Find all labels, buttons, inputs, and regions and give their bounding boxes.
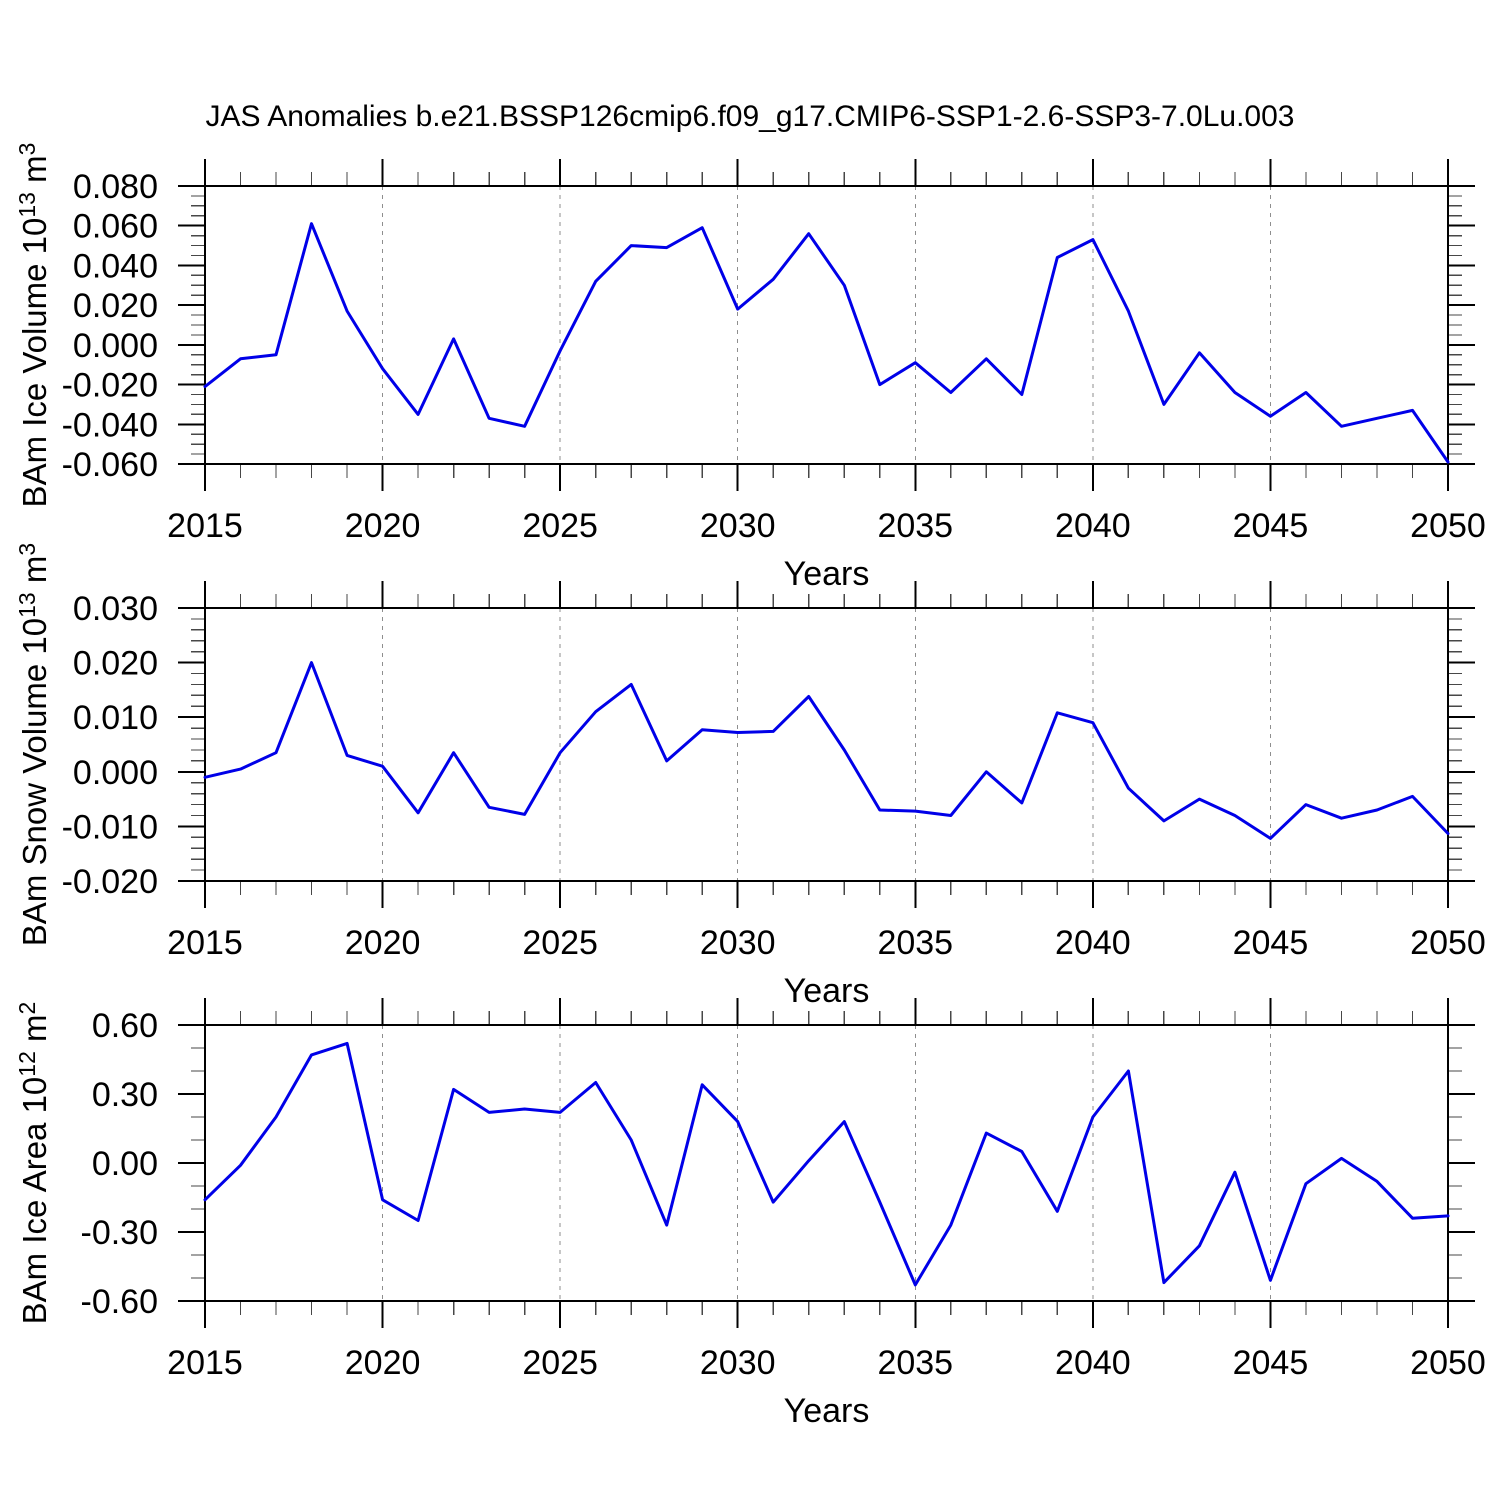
x-tick-label: 2025 bbox=[522, 1344, 598, 1382]
x-axis-title: Years bbox=[784, 1392, 870, 1430]
y-tick-label: 0.020 bbox=[73, 645, 158, 683]
x-tick-label: 2045 bbox=[1233, 1344, 1309, 1382]
x-tick-label: 2040 bbox=[1055, 1344, 1131, 1382]
x-tick-label: 2030 bbox=[700, 1344, 776, 1382]
y-tick-label: -0.30 bbox=[81, 1214, 159, 1252]
x-tick-label: 2035 bbox=[877, 507, 953, 545]
plot-frame bbox=[204, 1024, 1449, 1302]
x-tick-label: 2050 bbox=[1410, 1344, 1486, 1382]
x-tick-label: 2035 bbox=[877, 1344, 953, 1382]
y-axis-title: BAm Ice Area 1012 m2 bbox=[14, 1002, 53, 1325]
x-tick-label: 2040 bbox=[1055, 507, 1131, 545]
x-tick-label: 2015 bbox=[167, 1344, 243, 1382]
y-tick-label: 0.040 bbox=[73, 247, 158, 285]
x-tick-label: 2020 bbox=[345, 1344, 421, 1382]
x-tick-label: 2015 bbox=[167, 924, 243, 962]
y-tick-label: 0.030 bbox=[73, 590, 158, 628]
y-tick-label: 0.080 bbox=[73, 168, 158, 206]
y-tick-label: 0.00 bbox=[92, 1145, 158, 1183]
x-tick-label: 2015 bbox=[167, 507, 243, 545]
panel-ice-volume: 0.0800.0600.0400.0200.000-0.020-0.040-0.… bbox=[14, 143, 1486, 593]
y-tick-label: -0.020 bbox=[62, 863, 158, 901]
chart-title: JAS Anomalies b.e21.BSSP126cmip6.f09_g17… bbox=[205, 100, 1295, 133]
y-axis-title: BAm Snow Volume 1013 m3 bbox=[14, 543, 53, 946]
y-tick-label: 0.60 bbox=[92, 1007, 158, 1045]
x-tick-label: 2045 bbox=[1233, 507, 1309, 545]
y-tick-label: -0.020 bbox=[62, 367, 158, 405]
y-tick-label: -0.060 bbox=[62, 446, 158, 484]
y-tick-label: 0.000 bbox=[73, 754, 158, 792]
x-axis-title: Years bbox=[784, 972, 870, 1010]
y-axis-title: BAm Ice Volume 1013 m3 bbox=[14, 143, 53, 508]
y-tick-label: 0.060 bbox=[73, 208, 158, 246]
x-tick-label: 2020 bbox=[345, 924, 421, 962]
snow-volume-line bbox=[203, 661, 1450, 840]
y-tick-label: -0.040 bbox=[62, 406, 158, 444]
x-tick-label: 2045 bbox=[1233, 924, 1309, 962]
y-tick-label: 0.000 bbox=[73, 327, 158, 365]
ice-volume-line bbox=[203, 222, 1450, 464]
y-tick-label: -0.60 bbox=[81, 1283, 159, 1321]
plot-frame bbox=[204, 185, 1449, 465]
x-tick-label: 2025 bbox=[522, 924, 598, 962]
x-tick-label: 2030 bbox=[700, 507, 776, 545]
x-tick-label: 2020 bbox=[345, 507, 421, 545]
y-tick-label: 0.010 bbox=[73, 699, 158, 737]
x-tick-label: 2035 bbox=[877, 924, 953, 962]
plot-frame bbox=[204, 607, 1449, 882]
x-tick-label: 2050 bbox=[1410, 924, 1486, 962]
x-tick-label: 2030 bbox=[700, 924, 776, 962]
ice-area-line bbox=[203, 1041, 1450, 1287]
x-axis-title: Years bbox=[784, 555, 870, 593]
x-tick-label: 2040 bbox=[1055, 924, 1131, 962]
x-tick-label: 2025 bbox=[522, 507, 598, 545]
y-tick-label: 0.30 bbox=[92, 1076, 158, 1114]
y-tick-label: -0.010 bbox=[62, 808, 158, 846]
x-tick-label: 2050 bbox=[1410, 507, 1486, 545]
y-tick-label: 0.020 bbox=[73, 287, 158, 325]
